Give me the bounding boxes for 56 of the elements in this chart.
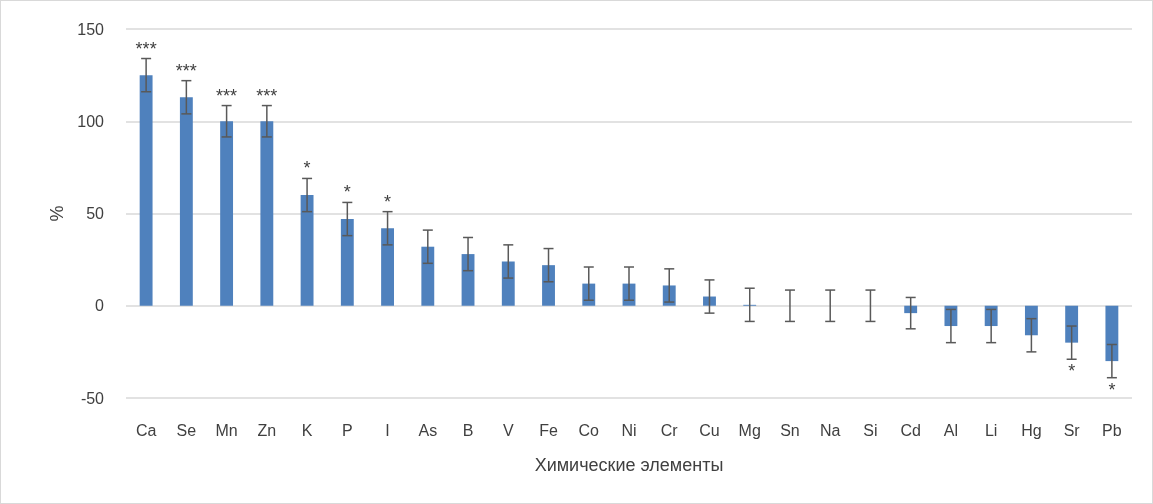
x-tick-label: K <box>301 421 313 439</box>
x-tick-label: Co <box>578 421 600 439</box>
x-tick-label: Li <box>984 421 998 439</box>
bar <box>300 195 314 306</box>
bar <box>1024 305 1038 336</box>
x-tick-label: Al <box>943 421 959 439</box>
annotation: * <box>343 182 351 203</box>
x-tick-label: Ca <box>135 421 157 439</box>
annotation: * <box>1108 379 1116 400</box>
y-tick-label: 150 <box>77 20 105 38</box>
bar <box>220 121 234 306</box>
x-tick-label: Zn <box>257 421 277 439</box>
annotation: *** <box>175 60 197 81</box>
x-tick-label: Cu <box>699 421 720 439</box>
bar <box>179 97 193 306</box>
x-tick-label: V <box>502 421 514 439</box>
x-tick-label: Cd <box>900 421 921 439</box>
annotation: *** <box>135 38 157 59</box>
x-tick-label: B <box>462 421 474 439</box>
bar <box>461 254 475 306</box>
x-tick-label: Si <box>863 421 878 439</box>
x-tick-label: Mg <box>738 421 761 439</box>
x-tick-label: Cr <box>660 421 679 439</box>
y-axis-title: % <box>47 205 67 222</box>
bar <box>542 265 555 306</box>
annotation: *** <box>216 85 238 106</box>
bar <box>260 121 274 306</box>
x-tick-label: Pb <box>1102 421 1122 439</box>
y-tick-label: 50 <box>86 205 105 222</box>
annotation: *** <box>256 85 278 106</box>
y-tick-label: -50 <box>80 389 105 407</box>
x-tick-label: As <box>418 421 438 439</box>
bar <box>340 219 354 306</box>
bar <box>1105 305 1119 362</box>
x-tick-label: Se <box>176 421 197 439</box>
x-tick-label: Na <box>819 421 841 439</box>
x-axis-title: Химические элементы <box>534 455 724 475</box>
bar <box>421 246 435 306</box>
y-tick-label: 0 <box>95 297 105 315</box>
x-tick-label: I <box>385 421 390 439</box>
x-tick-label: Sn <box>780 421 800 439</box>
x-tick-label: P <box>341 421 353 439</box>
annotation: * <box>384 191 392 212</box>
x-tick-label: Mn <box>215 421 238 439</box>
annotation: * <box>303 158 311 179</box>
x-tick-label: Hg <box>1021 421 1042 439</box>
x-tick-label: Fe <box>539 421 558 439</box>
annotation: * <box>1068 361 1076 382</box>
bar <box>139 75 153 306</box>
bar <box>1065 305 1079 343</box>
y-tick-label: 100 <box>77 112 105 130</box>
x-tick-label: Ni <box>621 421 637 439</box>
bar <box>501 261 515 306</box>
x-tick-label: Sr <box>1063 421 1081 439</box>
bar <box>703 296 716 306</box>
bar <box>381 228 394 306</box>
